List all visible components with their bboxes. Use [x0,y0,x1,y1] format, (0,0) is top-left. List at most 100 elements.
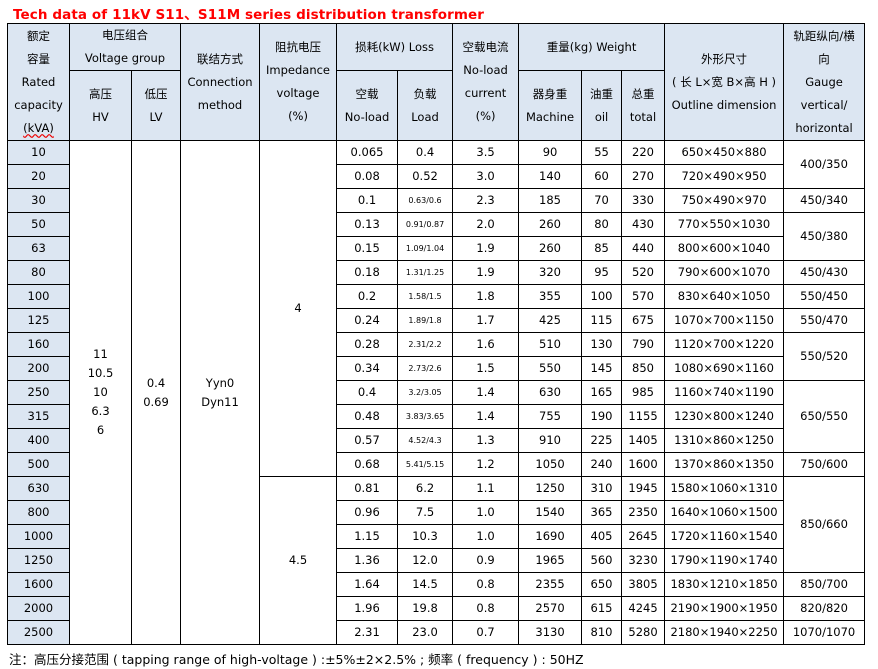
cell-capacity: 63 [7,236,70,261]
header-line: 向 [818,51,830,66]
cell-noload-current: 1.8 [452,284,520,309]
header-line: (kVA) [23,120,54,135]
cell-noload-loss: 1.64 [336,572,399,597]
cell-capacity: 1600 [7,572,70,597]
cell-capacity: 80 [7,260,70,285]
cell-noload-current: 1.0 [452,524,520,549]
cell-machine-weight: 320 [518,260,583,285]
cell-total-weight: 675 [621,308,666,333]
cell-machine-weight: 425 [518,308,583,333]
cell-gauge: 850/700 [783,572,866,597]
cell-machine-weight: 755 [518,404,583,429]
cell-oil-weight: 165 [581,380,623,405]
cell-load-loss: 3.2/3.05 [397,380,454,405]
cell-capacity: 250 [7,380,70,405]
cell-machine-weight: 260 [518,236,583,261]
cell-noload-current: 1.7 [452,308,520,333]
header-voltage-group: 电压组合 Voltage group [68,23,182,71]
cell-noload-loss: 0.96 [336,500,399,525]
cell-outline-dimension: 1070×700×1150 [664,308,785,333]
header-line: No-load [463,63,508,77]
cell-gauge: 550/520 [783,332,866,381]
cell-total-weight: 985 [621,380,666,405]
header-hv: 高压 HV [69,70,132,141]
cell-gauge: 650/550 [783,380,866,453]
cell-gauge: 550/470 [783,308,866,333]
header-line: Load [411,109,439,124]
cell-machine-weight: 140 [518,164,583,189]
cell-machine-weight: 550 [518,356,583,381]
header-line: Voltage group [84,51,166,65]
cell-capacity: 125 [7,308,70,333]
header-line: Machine [525,109,575,124]
header-line: HV [92,109,109,124]
cell-oil-weight: 190 [581,404,623,429]
cell-oil-weight: 60 [581,164,623,189]
cell-hv-line: 11 [93,347,108,361]
page-title: Tech data of 11kV S11、S11M series distri… [13,7,485,23]
cell-noload-current: 0.8 [452,572,520,597]
cell-hv-line: 10 [93,385,108,399]
header-line: voltage [276,86,320,100]
header-connection: 联结方式 Connection method [180,23,261,141]
cell-connection-line: Yyn0 [205,375,235,390]
cell-capacity: 50 [7,212,70,237]
header-noload-current: 空载电流 No-load current (%) [452,23,520,141]
cell-outline-dimension: 800×600×1040 [664,236,785,261]
cell-oil-weight: 240 [581,452,623,477]
cell-load-loss: 12.0 [397,548,454,573]
cell-impedance: 4.5 [259,476,338,645]
cell-capacity: 10 [7,140,70,165]
cell-load-loss: 19.8 [397,596,454,621]
header-machine: 器身重 Machine [518,70,583,141]
cell-capacity: 630 [7,476,70,501]
cell-hv-line: 10.5 [87,366,114,380]
cell-capacity: 30 [7,188,70,213]
cell-capacity: 400 [7,428,70,453]
cell-noload-current: 1.3 [452,428,520,453]
cell-noload-loss: 0.81 [336,476,399,501]
header-line: Outline dimension [671,97,777,112]
cell-outline-dimension: 1120×700×1220 [664,332,785,357]
table-row: 20 0.08 0.52 3.0 140 60 270 720×490×950 [7,164,865,189]
cell-outline-dimension: 720×490×950 [664,164,785,189]
cell-total-weight: 430 [621,212,666,237]
table-row: 1000 1.15 10.3 1.0 1690 405 2645 1720×1160×1540 [7,524,865,549]
cell-noload-current: 0.7 [452,620,520,645]
cell-oil-weight: 310 [581,476,623,501]
cell-total-weight: 330 [621,188,666,213]
cell-machine-weight: 90 [518,140,583,165]
cell-machine-weight: 1050 [518,452,583,477]
header-line: 负载 [413,86,437,101]
cell-oil-weight: 650 [581,572,623,597]
table-row: 1250 1.36 12.0 0.9 1965 560 3230 1790×1190×1740 [7,548,865,573]
table-row: 50 0.13 0.91/0.87 2.0 260 80 430 770×550×1030 45… [7,212,866,261]
cell-oil-weight: 560 [581,548,623,573]
cell-oil-weight: 615 [581,596,623,621]
header-line: 电压组合 [102,28,148,42]
cell-oil-weight: 85 [581,236,623,261]
cell-load-loss: 5.41/5.15 [397,452,454,477]
table-row: 500 0.68 5.41/5.15 1.2 1050 240 1600 1370×860×1… [7,452,866,477]
cell-gauge: 820/820 [783,596,866,621]
cell-capacity: 800 [7,500,70,525]
cell-capacity: 315 [7,404,70,429]
cell-load-loss: 2.73/2.6 [397,356,454,381]
cell-gauge: 450/340 [783,188,866,213]
cell-noload-loss: 0.24 [336,308,399,333]
header-oil: 油重 oil [581,70,623,141]
cell-noload-current: 1.4 [452,404,520,429]
cell-capacity: 2000 [7,596,70,621]
cell-oil-weight: 810 [581,620,623,645]
transformer-spec-table: 额定 容量 Rated capacity (kVA) 电压组合 Voltage group… [7,23,866,645]
cell-load-loss: 1.58/1.5 [397,284,454,309]
cell-load-loss: 2.31/2.2 [397,332,454,357]
cell-noload-loss: 1.96 [336,596,399,621]
table-body: 10 11 10.5 10 6.3 6 0.4 0.69 Yyn0 Dyn11 4 0.065 0.4 3… [7,140,866,645]
cell-outline-dimension: 1160×740×1190 [664,380,785,405]
cell-noload-current: 0.8 [452,596,520,621]
cell-noload-current: 1.2 [452,452,520,477]
cell-noload-loss: 0.57 [336,428,399,453]
cell-noload-loss: 0.2 [336,284,399,309]
cell-load-loss: 10.3 [397,524,454,549]
